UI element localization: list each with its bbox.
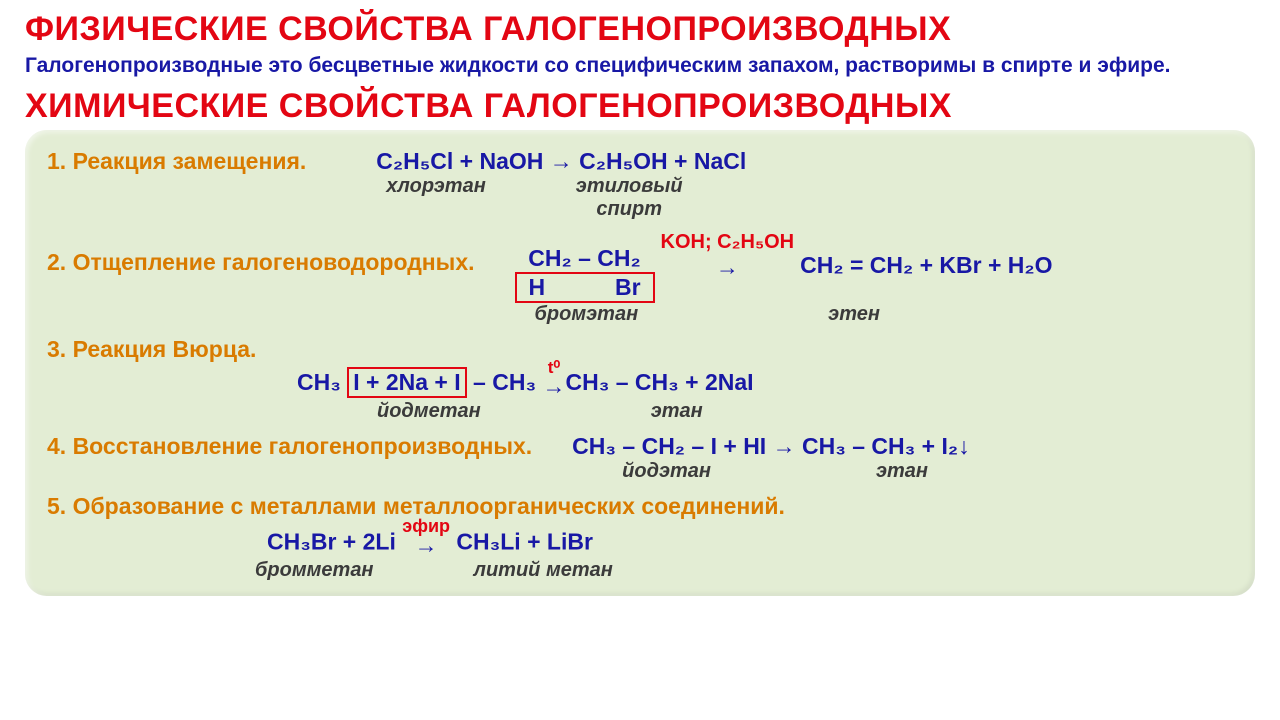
step-5-label: 5. Образование с металлами металлооргани… — [47, 493, 1233, 520]
r4-label-1: йодэтан — [622, 460, 711, 483]
r2-product: CH₂ = CH₂ + KBr + H₂O — [800, 252, 1052, 279]
reaction-5: 5. Образование с металлами металлооргани… — [47, 493, 1233, 582]
r5-label-2: литий метан — [474, 559, 613, 582]
reaction-1-label-product-b: спирт — [576, 198, 683, 221]
r5-right: CH₃Li + LiBr — [450, 528, 593, 554]
r4-equation: CH₃ – CH₂ – I + HI → CH₃ – CH₃ + I₂↓ — [572, 433, 969, 460]
title-chemical: ХИМИЧЕСКИЕ СВОЙСТВА ГАЛОГЕНОПРОИЗВОДНЫХ — [25, 87, 1255, 126]
step-3-label: 3. Реакция Вюрца. — [47, 336, 1233, 363]
r2-reagent-top: CH₂ – CH₂ — [528, 245, 640, 272]
r3-equation: CH₃ I + 2Na + I – CH₃ t⁰ → CH₃ – CH₃ + 2… — [297, 363, 754, 400]
r2-reagent-br: Br — [615, 274, 641, 301]
intro-text: Галогенопроизводные это бесцветные жидко… — [25, 53, 1255, 79]
r5-equation: CH₃Br + 2Li эфир→ CH₃Li + LiBr — [267, 520, 593, 559]
slide: ФИЗИЧЕСКИЕ СВОЙСТВА ГАЛОГЕНОПРОИЗВОДНЫХ … — [0, 0, 1280, 720]
reaction-2: 2. Отщепление галогеноводородных. CH₂ – … — [47, 231, 1233, 326]
reaction-1: 1. Реакция замещения. C₂H₅Cl + NaOH → C₂… — [47, 148, 1233, 221]
r2-reagent-box: H Br — [515, 272, 655, 303]
r4-label-2: этан — [876, 460, 928, 483]
step-2-label: 2. Отщепление галогеноводородных. — [47, 249, 475, 276]
reaction-1-label-reagent: хлорэтан — [386, 175, 486, 221]
title-physical: ФИЗИЧЕСКИЕ СВОЙСТВА ГАЛОГЕНОПРОИЗВОДНЫХ — [25, 10, 1255, 49]
step-1-label: 1. Реакция замещения. — [47, 148, 306, 175]
r3-label-2: этан — [651, 400, 703, 423]
reaction-3: 3. Реакция Вюрца. CH₃ I + 2Na + I – CH₃ … — [47, 336, 1233, 423]
r3-mid: – CH₃ — [467, 369, 543, 395]
r3-box: I + 2Na + I — [347, 367, 466, 397]
r3-arrow: → — [542, 373, 565, 399]
reaction-4: 4. Восстановление галогенопроизводных. C… — [47, 433, 1233, 483]
r5-arrow: → — [415, 532, 438, 558]
r3-label-1: йодметан — [377, 400, 481, 423]
r5-cond: эфир — [402, 520, 450, 533]
r3-cond: t⁰ — [542, 363, 565, 373]
r2-conditions: KOH; C₂H₅OH — [661, 231, 795, 254]
r2-label-reagent: бромэтан — [535, 303, 639, 326]
r5-label-1: бромметан — [255, 559, 374, 582]
r3-left: CH₃ — [297, 369, 347, 395]
reaction-1-label-product-a: этиловый — [576, 175, 683, 198]
r2-reagent-h: H — [529, 274, 546, 301]
reaction-1-equation: C₂H₅Cl + NaOH → C₂H₅OH + NaCl — [376, 148, 746, 175]
reactions-panel: 1. Реакция замещения. C₂H₅Cl + NaOH → C₂… — [25, 130, 1255, 596]
r5-left: CH₃Br + 2Li — [267, 528, 402, 554]
r3-right: CH₃ – CH₃ + 2NaI — [565, 369, 753, 395]
r2-label-product: этен — [828, 303, 880, 326]
step-4-label: 4. Восстановление галогенопроизводных. — [47, 433, 532, 460]
r2-arrow: → — [716, 254, 739, 281]
